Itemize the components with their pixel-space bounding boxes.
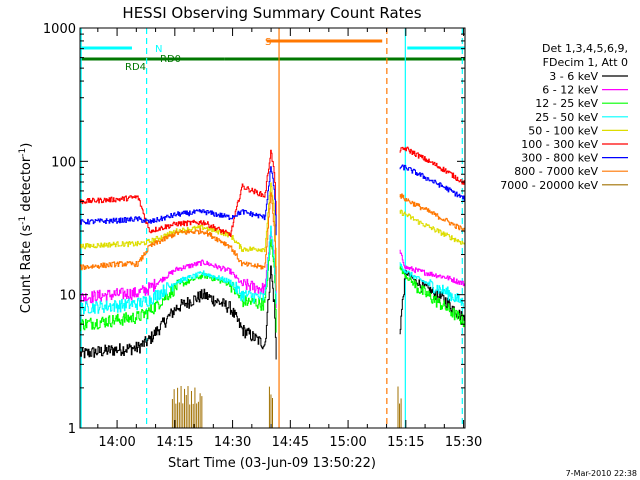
series-line-800-7000-kev (80, 192, 277, 291)
series-line-6-12-kev (399, 249, 466, 287)
legend: Det 1,3,4,5,6,9, FDecim 1, Att 0 3 - 6 k… (500, 42, 628, 192)
series-line-3-6-kev (80, 265, 277, 360)
axes-layer: 1 10 100 1000 14:00 14:15 14:30 14:45 15:00 15:15… (43, 22, 482, 450)
legend-label-800-7000-kev: 800 - 7000 keV (514, 165, 598, 178)
x-tick-label: 15:15 (387, 435, 424, 450)
series-line-100-300-kev (399, 146, 466, 185)
series-line-100-300-kev (80, 149, 277, 237)
y-axis-label-mid: detector (19, 156, 34, 216)
x-tick-label: 14:30 (214, 435, 251, 450)
x-tick-label: 14:00 (98, 435, 135, 450)
legend-label-6-12-kev: 6 - 12 keV (542, 84, 598, 97)
series-line-800-7000-kev (399, 193, 466, 233)
series-line-300-800-kev (80, 166, 277, 236)
x-tick-label: 14:15 (156, 435, 193, 450)
chart-title: HESSI Observing Summary Count Rates (122, 4, 421, 22)
series-line-25-50-kev (399, 262, 466, 309)
legend-label-50-100-kev: 50 - 100 keV (528, 124, 598, 137)
x-tick-label: 14:45 (272, 435, 309, 450)
x-axis-label: Start Time (03-Jun-09 13:50:22) (168, 456, 376, 471)
y-tick-label: 1 (68, 422, 76, 437)
plot-frame (79, 27, 466, 429)
y-axis-label-sup1: -1 (18, 216, 28, 225)
legend-header-line-1: Det 1,3,4,5,6,9, (542, 42, 628, 55)
series-line-50-100-kev (399, 209, 466, 245)
y-axis-label-sup2: -1 (18, 148, 28, 157)
y-tick-label: 1000 (43, 22, 76, 37)
legend-label-100-300-kev: 100 - 300 keV (521, 138, 598, 151)
flag-label-n: N (155, 44, 162, 55)
y-axis-label: Count Rate (s-1 detector-1) (18, 143, 34, 314)
series-layer (80, 146, 466, 428)
x-tick-label: 15:00 (329, 435, 366, 450)
series-line-6-12-kev (80, 231, 277, 309)
legend-label-7000-20000-kev: 7000 - 20000 keV (500, 179, 598, 192)
timestamp: 7-Mar-2010 22:38 (566, 469, 637, 478)
flag-label-rd4: RD4 (125, 62, 146, 73)
y-tick-label: 100 (51, 155, 76, 170)
legend-header-line-2: FDecim 1, Att 0 (543, 56, 628, 69)
x-tick-label: 15:30 (445, 435, 482, 450)
legend-label-12-25-kev: 12 - 25 keV (535, 97, 598, 110)
series-line-25-50-kev (80, 225, 277, 315)
legend-label-300-800-kev: 300 - 800 keV (521, 152, 598, 165)
series-line-300-800-kev (399, 164, 466, 202)
flag-label-s: S (265, 37, 271, 48)
flag-label-rd0: RD0 (160, 54, 181, 65)
legend-label-3-6-kev: 3 - 6 keV (549, 70, 598, 83)
y-axis-label-main: Count Rate (s (19, 225, 34, 314)
y-tick-label: 10 (59, 289, 76, 304)
series-line-12-25-kev (399, 266, 466, 328)
y-axis-label-end: ) (19, 143, 34, 148)
legend-label-25-50-kev: 25 - 50 keV (535, 111, 598, 124)
